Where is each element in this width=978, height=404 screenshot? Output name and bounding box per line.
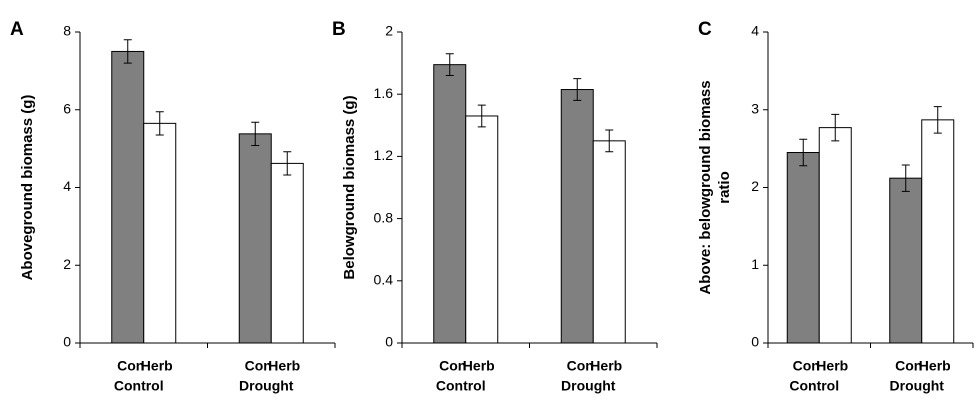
y-tick-label: 1.6 — [374, 85, 394, 101]
series-label: Con — [439, 358, 466, 374]
y-axis-label: Aboveground biomass (g) — [19, 95, 36, 281]
error-bar — [445, 53, 454, 77]
y-tick-label: 4 — [751, 23, 759, 39]
bar — [592, 140, 626, 344]
x-tick-label: Control — [436, 378, 486, 394]
y-tick-label: 1.2 — [374, 147, 394, 163]
y-axis-label: Belowground biomass (g) — [341, 95, 358, 279]
y-tick-label: 2 — [385, 23, 393, 39]
y-tick-label: 2 — [63, 256, 71, 272]
bar — [560, 89, 594, 344]
series-label: Herb — [919, 358, 951, 374]
error-bar — [155, 111, 164, 136]
y-tick-label: 0 — [63, 334, 71, 350]
error-bar — [799, 138, 808, 167]
series-label: Con — [567, 358, 594, 374]
error-bar — [283, 151, 292, 176]
error-bar — [573, 78, 582, 101]
series-label: Herb — [141, 358, 173, 374]
error-bar — [251, 121, 260, 147]
error-bar — [123, 39, 132, 64]
bar — [889, 177, 923, 344]
bar — [818, 127, 852, 344]
error-bar — [831, 113, 840, 142]
bar — [143, 122, 177, 344]
y-axis-label: ratio — [716, 171, 733, 204]
series-label: Con — [793, 358, 820, 374]
series-label: Herb — [463, 358, 495, 374]
y-axis-label: Above: belowground biomass — [697, 80, 714, 294]
x-tick-label: Drought — [561, 378, 616, 394]
y-tick-label: 2 — [751, 178, 759, 194]
x-tick-label: Control — [114, 378, 164, 394]
error-bar — [605, 129, 614, 153]
error-bar — [933, 106, 942, 134]
y-tick-label: 3 — [751, 100, 759, 116]
series-label: Con — [117, 358, 144, 374]
x-tick-label: Drought — [890, 378, 945, 394]
series-label: Con — [895, 358, 922, 374]
x-tick-label: Control — [789, 378, 839, 394]
y-tick-label: 0.8 — [374, 209, 394, 225]
bar — [111, 50, 145, 344]
y-tick-label: 0 — [751, 334, 759, 350]
panel-label: C — [698, 19, 712, 40]
bar — [786, 152, 820, 344]
y-tick-label: 6 — [63, 100, 71, 116]
bar — [921, 119, 955, 344]
y-tick-label: 8 — [63, 23, 71, 39]
error-bar — [477, 104, 486, 128]
bar — [270, 162, 304, 344]
bar — [238, 133, 272, 344]
bar — [433, 64, 467, 344]
bar — [465, 115, 499, 344]
y-tick-label: 4 — [63, 178, 71, 194]
series-label: Con — [245, 358, 272, 374]
panel-label: A — [10, 19, 24, 40]
error-bar — [901, 164, 910, 192]
series-label: Herb — [816, 358, 848, 374]
series-label: Herb — [268, 358, 300, 374]
y-tick-label: 1 — [751, 256, 759, 272]
panel-label: B — [332, 19, 346, 40]
x-tick-label: Drought — [239, 378, 294, 394]
series-label: Herb — [590, 358, 622, 374]
y-tick-label: 0.4 — [374, 272, 394, 288]
y-tick-label: 0 — [385, 334, 393, 350]
